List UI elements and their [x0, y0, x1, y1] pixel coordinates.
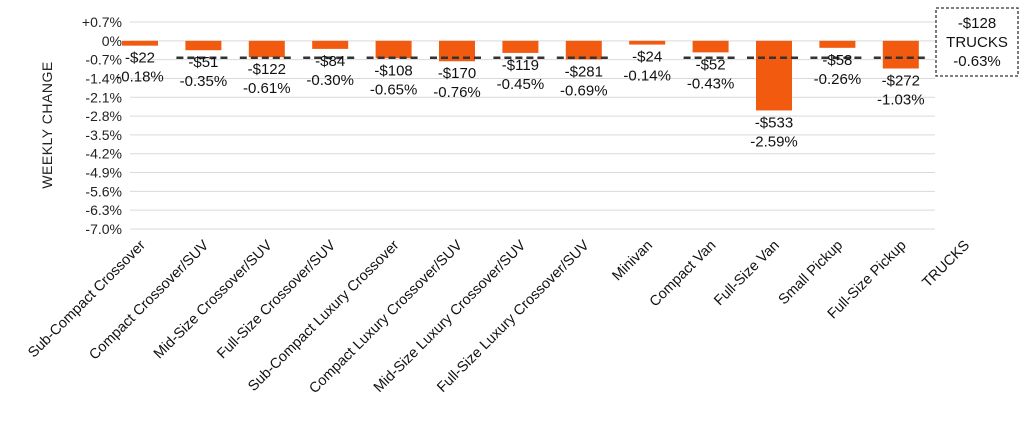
y-tick-label: -4.2%	[85, 146, 122, 162]
category-label: Compact Van	[647, 238, 720, 311]
bar	[882, 40, 919, 69]
dollar-change-label: -$58	[822, 52, 852, 69]
percent-change-label: -0.26%	[814, 71, 862, 88]
dollar-change-label: -$272	[882, 73, 920, 90]
percent-change-label: -0.43%	[687, 75, 735, 92]
percent-change-label: -2.59%	[750, 133, 798, 150]
percent-change-label: -0.61%	[243, 80, 291, 97]
y-tick-label: -4.9%	[85, 165, 122, 181]
percent-change-label: -0.35%	[180, 73, 228, 90]
y-axis-ticks: +0.7% 0% -0.7% -1.4% -2.1% -2.8% -3.5% -4.2% -4.…	[82, 14, 122, 237]
dollar-change-label: -$119	[502, 57, 539, 74]
category-label: Full-Size Crossover/SUV	[214, 237, 339, 362]
percent-change-label: -0.18%	[116, 69, 164, 86]
bar	[312, 40, 349, 49]
percent-change-label: -0.14%	[623, 68, 671, 85]
dollar-change-label: -$22	[125, 50, 155, 67]
percent-change-label: -1.03%	[877, 92, 925, 109]
category-label: Sub-Compact Crossover	[25, 237, 149, 361]
bar	[185, 40, 222, 51]
dollar-change-label: -$108	[374, 62, 412, 79]
percent-change-label: -0.45%	[497, 76, 545, 93]
bar	[122, 40, 158, 46]
percent-change-label: -0.30%	[306, 72, 354, 89]
trucks-summary-box: -$128 TRUCKS -0.63%	[935, 7, 1019, 77]
dollar-change-label: -$24	[632, 49, 662, 66]
summary-box-dollar: -$128	[958, 15, 996, 32]
dollar-change-label: -$51	[188, 54, 218, 71]
bar	[692, 40, 729, 53]
bar	[565, 40, 602, 60]
dollar-change-label: -$122	[248, 61, 286, 78]
summary-box-percent: -0.63%	[953, 53, 1001, 70]
bar	[248, 40, 285, 58]
y-tick-label: -2.8%	[85, 108, 122, 124]
category-label: Small Pickup	[776, 238, 847, 309]
percent-change-label: -0.69%	[560, 82, 608, 99]
category-label: Full-Size Van	[711, 238, 783, 310]
y-tick-label: -6.3%	[85, 202, 122, 218]
category-label: Minivan	[609, 238, 656, 285]
bar	[439, 40, 475, 62]
bar	[629, 40, 666, 45]
value-labels: -$22 -0.18% -$51 -0.35% -$122 -0.61% -$84 -0.30…	[116, 49, 924, 151]
dollar-change-label: -$170	[438, 65, 476, 82]
category-label: TRUCKS	[920, 238, 973, 291]
dollar-change-label: -$281	[565, 63, 603, 80]
dollar-change-label: -$52	[696, 56, 726, 73]
percent-change-label: -0.65%	[370, 81, 418, 98]
y-tick-label: -2.1%	[85, 89, 122, 105]
category-label: Compact Crossover/SUV	[86, 237, 212, 363]
y-tick-label: 0%	[102, 33, 122, 49]
summary-box-label: TRUCKS	[946, 34, 1008, 51]
y-tick-label: -3.5%	[85, 127, 122, 143]
y-tick-label: -5.6%	[85, 183, 122, 199]
dollar-change-label: -$533	[755, 114, 793, 131]
bar	[375, 40, 412, 59]
y-axis-title: WEEKLY CHANGE	[39, 61, 55, 188]
summary-box-border	[935, 7, 1019, 77]
y-tick-label: -7.0%	[85, 221, 122, 237]
dollar-change-label: -$84	[315, 53, 345, 70]
y-tick-label: -1.4%	[85, 70, 122, 86]
percent-change-label: -0.76%	[433, 84, 481, 101]
bars	[122, 40, 919, 111]
category-label: Mid-Size Crossover/SUV	[151, 237, 276, 362]
y-tick-label: +0.7%	[82, 14, 122, 30]
bar	[502, 40, 539, 53]
bar	[756, 40, 792, 111]
bar	[819, 40, 856, 48]
y-tick-label: -0.7%	[85, 52, 122, 68]
